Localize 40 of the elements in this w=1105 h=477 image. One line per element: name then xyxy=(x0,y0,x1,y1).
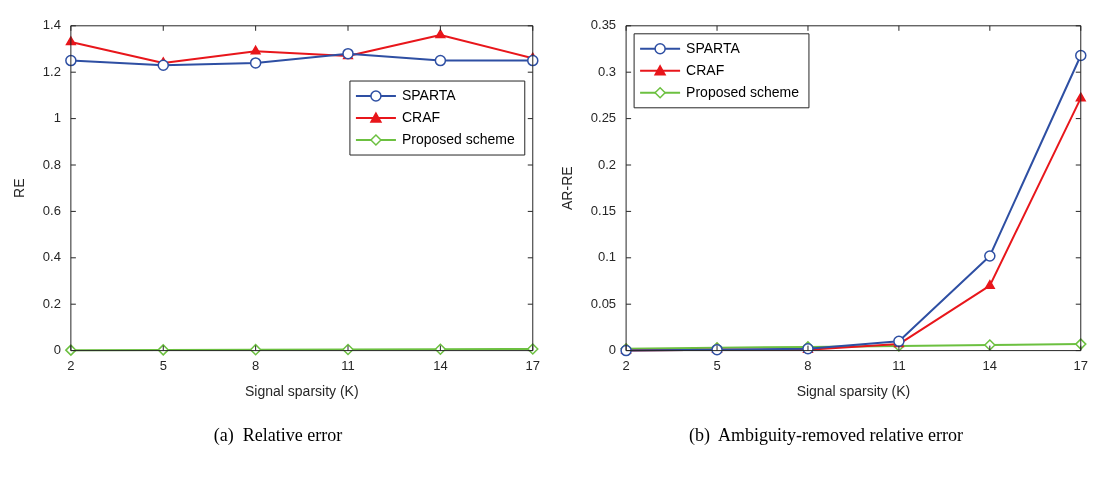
y-tick-label: 0 xyxy=(608,342,617,358)
x-axis-title: Signal sparsity (K) xyxy=(245,383,359,400)
x-tick-label: 14 xyxy=(433,357,448,373)
y-tick-label: 0.4 xyxy=(42,249,61,265)
y-tick-label: 0.3 xyxy=(598,63,617,79)
text: (a) Relative error xyxy=(213,425,343,446)
legend-label: CRAF xyxy=(686,61,725,78)
y-tick-label: 0.8 xyxy=(42,156,61,172)
x-tick-label: 2 xyxy=(622,357,630,373)
legend-label: CRAF xyxy=(401,108,441,125)
y-tick-label: 0.15 xyxy=(590,202,617,218)
y-tick-label: 1 xyxy=(53,110,61,126)
legend-label: SPARTA xyxy=(401,86,457,103)
y-tick-label: 0.35 xyxy=(590,17,617,33)
legend-label: Proposed scheme xyxy=(401,130,515,147)
x-tick-label: 5 xyxy=(713,357,721,373)
x-tick-label: 5 xyxy=(159,357,167,373)
x-axis-title: Signal sparsity (K) xyxy=(796,383,911,400)
y-tick-label: 0 xyxy=(53,342,61,358)
x-tick-label: 8 xyxy=(804,357,812,373)
y-tick-label: 1.4 xyxy=(42,17,61,33)
text: (b) Ambiguity-removed relative error xyxy=(689,425,963,446)
x-tick-label: 17 xyxy=(525,357,540,373)
y-axis-title: AR-RE xyxy=(559,166,576,210)
legend-label: Proposed scheme xyxy=(686,83,800,100)
legend-label: SPARTA xyxy=(686,39,741,56)
x-tick-label: 17 xyxy=(1073,357,1088,373)
x-tick-label: 11 xyxy=(892,357,906,373)
x-tick-label: 8 xyxy=(252,357,260,373)
y-tick-label: 0.2 xyxy=(42,295,61,311)
x-tick-label: 11 xyxy=(341,357,355,373)
y-tick-label: 0.6 xyxy=(42,202,61,218)
y-tick-label: 0.2 xyxy=(598,156,617,172)
y-tick-label: 0.1 xyxy=(598,249,617,265)
x-tick-label: 14 xyxy=(982,357,998,373)
y-axis-title: RE xyxy=(11,178,28,198)
x-tick-label: 2 xyxy=(67,357,75,373)
y-tick-label: 0.25 xyxy=(590,110,617,126)
y-tick-label: 1.2 xyxy=(42,63,61,79)
y-tick-label: 0.05 xyxy=(590,295,617,311)
